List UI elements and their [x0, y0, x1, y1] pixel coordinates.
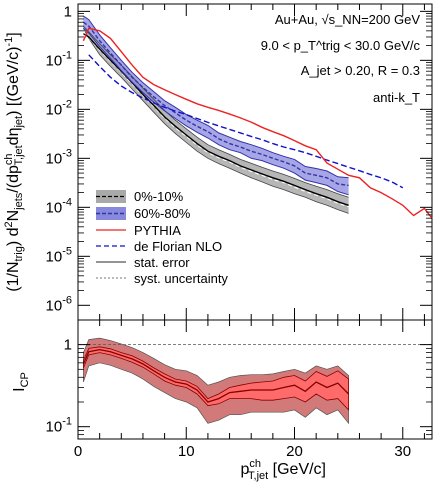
icp-panel: 10-1 1 0 10 20 30 ICP pch T,jet [GeV/c]: [11, 319, 433, 482]
legend-label-stat: stat. error: [134, 255, 190, 270]
annotation-algorithm: anti-k_T: [373, 90, 420, 105]
top-lines-layer: [82, 15, 433, 219]
line-60-80-lower: [83, 27, 349, 196]
x-tick-labels: 0 10 20 30: [74, 443, 411, 460]
top-y-tick-label: 10-3: [46, 147, 72, 167]
top-y-tick-label: 10-2: [46, 98, 72, 118]
bottom-ticks-layer: [77, 320, 432, 439]
bot-y-tick-label: 10-1: [46, 416, 72, 436]
top-y-axis-title-text: (1/Ntrig) d2Njets/(dpchT,jetdηjet) [(GeV…: [3, 32, 25, 291]
bottom-bands-layer: [83, 337, 349, 425]
annotation-collision: Au+Au, √s_NN=200 GeV: [275, 12, 420, 27]
line-nlo: [88, 54, 404, 189]
legend-label-60-80: 60%-80%: [134, 206, 191, 221]
line-0-10-syst: [83, 33, 349, 208]
annotation-block: Au+Au, √s_NN=200 GeV 9.0 < p_T^trig < 30…: [261, 12, 421, 105]
line-60-80: [82, 21, 349, 187]
x-tick-label: 0: [74, 443, 82, 460]
x-axis-title-text: pch T,jet [GeV/c]: [240, 458, 326, 482]
bottom-y-tick-labels: 10-1 1: [46, 337, 72, 436]
x-axis-title: pch T,jet [GeV/c]: [240, 458, 326, 482]
top-y-axis-title: (1/Ntrig) d2Njets/(dpchT,jetdηjet) [(GeV…: [3, 32, 25, 291]
icp-syst-band: [83, 337, 349, 425]
top-y-tick-label: 1: [64, 3, 72, 20]
x-tick-label: 30: [394, 443, 411, 460]
line-0-10-lower: [83, 28, 349, 214]
legend-label-pythia: PYTHIA: [134, 223, 181, 238]
top-y-tick-label: 10-5: [46, 245, 72, 265]
line-pythia: [82, 27, 433, 219]
top-plot-frame: [77, 3, 433, 321]
bottom-lines-layer: [78, 344, 432, 403]
annotation-trigger-range: 9.0 < p_T^trig < 30.0 GeV/c: [261, 38, 421, 53]
annotation-ajet-cut: A_jet > 0.20, R = 0.3: [301, 63, 420, 78]
x-tick-label: 10: [178, 443, 195, 460]
spectra-panel: 10-6 10-5 10-4 10-3 10-2 10-1 1 Au+Au, √s_NN=2…: [3, 3, 433, 321]
bottom-y-axis-title: ICP: [11, 372, 31, 392]
top-y-tick-label: 10-4: [46, 196, 72, 216]
top-y-tick-labels: 10-6 10-5 10-4 10-3 10-2 10-1 1: [46, 3, 72, 314]
line-60-80-upper: [83, 15, 349, 179]
x-tick-label: 20: [286, 443, 303, 460]
legend-label-0-10: 0%-10%: [134, 189, 184, 204]
legend-label-nlo: de Florian NLO: [134, 239, 222, 254]
icp-label-text: ICP: [11, 372, 31, 392]
icp-stat-band: [83, 346, 349, 411]
legend: 0%-10% 60%-80% PYTHIA de Florian NLO sta…: [96, 189, 228, 286]
band-0-10: [83, 26, 349, 214]
icp-line: [82, 348, 350, 403]
top-y-tick-label: 10-1: [46, 49, 72, 69]
top-y-tick-label: 10-6: [46, 294, 72, 314]
legend-label-syst: syst. uncertainty: [134, 271, 228, 286]
bot-y-tick-label: 1: [64, 337, 72, 354]
top-ticks-layer: [77, 4, 432, 320]
